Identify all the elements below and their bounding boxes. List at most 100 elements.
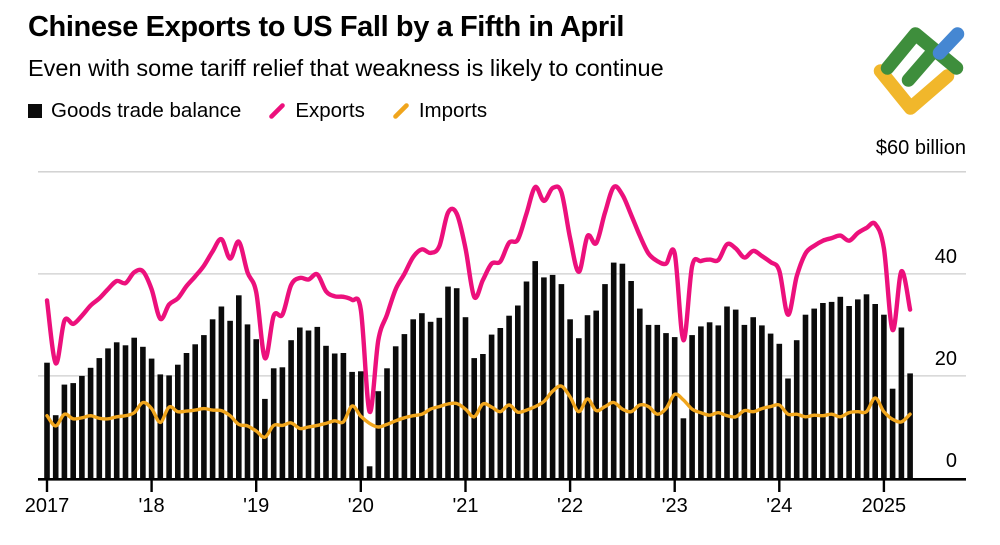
balance-bar (279, 367, 286, 479)
balance-bar (349, 371, 355, 479)
balance-bar (889, 388, 896, 479)
balance-bar (532, 261, 538, 479)
balance-bar (87, 367, 94, 479)
balance-bar (305, 330, 312, 479)
logo-yellow-check (873, 64, 955, 115)
balance-bar (698, 326, 704, 479)
balance-bar (453, 288, 460, 479)
balance-bar (671, 337, 678, 479)
x-tick-label-2025: 2025 (862, 495, 907, 517)
balance-bar (619, 263, 626, 479)
x-tick-label-22: '22 (557, 495, 583, 517)
balance-bar (497, 328, 504, 479)
logo-blue-tick (932, 27, 965, 60)
axis-unit-label: $60 billion (875, 137, 966, 159)
balance-bar (358, 371, 364, 479)
balance-bar (898, 327, 905, 479)
balance-bar (314, 326, 321, 479)
balance-bar (855, 299, 861, 479)
balance-bar (175, 364, 181, 479)
balance-bar (881, 314, 887, 479)
balance-bar (366, 466, 373, 479)
balance-bar (715, 325, 722, 479)
balance-bar (750, 317, 756, 479)
legend-item-imports: Imports (392, 99, 487, 123)
balance-bar (44, 362, 50, 479)
balance-bar (236, 295, 242, 479)
balance-bar (645, 324, 652, 479)
balance-bar (262, 398, 268, 479)
balance-bar (706, 322, 713, 479)
balance-bar (52, 415, 59, 479)
balance-bar (122, 345, 129, 479)
balance-bar (828, 301, 835, 479)
balance-bar (79, 375, 85, 479)
balance-bar (837, 296, 844, 479)
legend-item-goods-trade-balance: Goods trade balance (28, 99, 241, 123)
x-tick-label-21: '21 (452, 495, 478, 517)
subtitle: Even with some tariff relief that weakne… (28, 55, 664, 81)
balance-bar (445, 286, 451, 479)
balance-bars (44, 261, 913, 479)
imports-line (45, 384, 912, 439)
legend-label-imports: Imports (418, 99, 488, 122)
balance-bar (70, 383, 76, 479)
balance-bar (419, 313, 425, 479)
balance-bar (297, 327, 303, 479)
balance-bar (506, 315, 512, 479)
balance-bar (523, 281, 530, 479)
balance-bar (907, 373, 913, 479)
page-title: Chinese Exports to US Fall by a Fifth in… (28, 11, 625, 43)
exports-line (44, 184, 913, 414)
balance-bar (471, 358, 477, 479)
balance-bar (732, 309, 739, 479)
balance-bar (183, 353, 190, 479)
balance-bar (105, 348, 111, 479)
balance-bar (610, 262, 617, 479)
x-tick-label-18: '18 (139, 495, 165, 517)
y-tick-label-40: 40 (935, 246, 957, 268)
balance-bar (253, 339, 259, 479)
balance-bar (61, 384, 68, 479)
legend-label-balance: Goods trade balance (51, 99, 242, 122)
balance-bar (401, 334, 408, 479)
balance-bar (227, 320, 233, 479)
balance-bar (741, 324, 748, 479)
balance-bar (131, 337, 137, 479)
balance-bar (802, 314, 809, 479)
legend-label-exports: Exports (295, 99, 365, 122)
y-tick-label-20: 20 (935, 348, 957, 370)
logo-green-inner-stroke (901, 43, 942, 87)
balance-bar (811, 308, 817, 479)
balance-bar (462, 317, 469, 479)
x-tick-label-23: '23 (662, 495, 688, 517)
balance-bar (410, 319, 416, 479)
balance-bar (654, 324, 661, 479)
balance-bar (593, 310, 599, 479)
balance-bar (427, 321, 434, 479)
x-tick-label-2017: 2017 (25, 495, 70, 517)
imports-slash-icon (393, 103, 409, 119)
balance-bar (157, 374, 164, 479)
balance-bar (166, 375, 172, 479)
balance-bar (628, 281, 634, 479)
balance-bar (148, 358, 155, 479)
balance-bar (323, 345, 329, 479)
balance-bar (541, 277, 547, 479)
balance-bar (331, 353, 338, 479)
balance-bar (776, 343, 783, 479)
balance-bar (724, 306, 730, 479)
x-tick-label-19: '19 (243, 495, 269, 517)
balance-bar (602, 284, 608, 479)
x-tick-label-20: '20 (348, 495, 374, 517)
balance-bar (244, 324, 251, 479)
balance-bar (140, 346, 146, 479)
y-tick-label-0: 0 (946, 450, 957, 472)
balance-bar (218, 306, 225, 479)
x-tick-label-24: '24 (766, 495, 792, 517)
balance-bar (558, 284, 565, 479)
balance-bar (785, 378, 791, 479)
balance-bar (340, 353, 347, 479)
balance-bar (872, 304, 878, 479)
